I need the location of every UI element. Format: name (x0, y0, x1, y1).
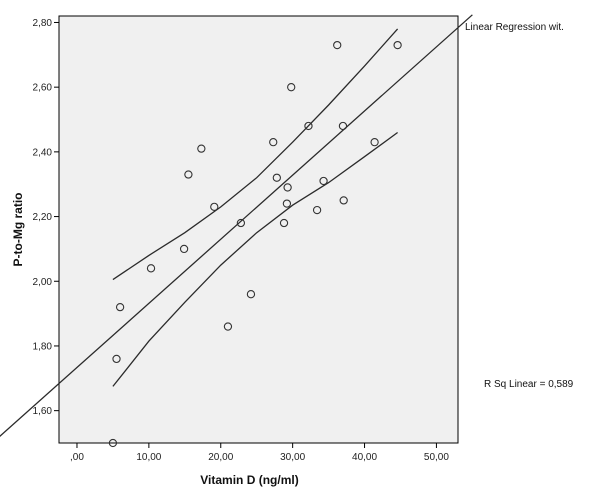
r-squared-label: R Sq Linear = 0,589 (484, 379, 574, 390)
ci-lower-line (112, 131, 398, 387)
x-axis-title: Vitamin D (ng/ml) (200, 473, 298, 487)
data-point (184, 170, 193, 179)
ci-upper-line (112, 28, 399, 281)
y-tick-label: 1,60 (33, 406, 53, 417)
data-point (283, 183, 292, 192)
regression-line (0, 14, 473, 437)
x-tick-label: 30,00 (280, 452, 305, 463)
x-tick-label: 10,00 (136, 452, 161, 463)
data-point (393, 40, 402, 50)
x-tick-label: ,00 (70, 452, 84, 463)
x-tick-label: 50,00 (424, 452, 449, 463)
data-point (287, 83, 296, 92)
y-axis-title: P-to-Mg ratio (11, 193, 25, 267)
data-point (282, 199, 292, 208)
regression-legend-label: Linear Regression wit. (465, 22, 564, 33)
data-point (269, 138, 278, 147)
data-point (312, 205, 322, 215)
y-tick-label: 2,20 (33, 212, 53, 223)
data-point (197, 144, 206, 153)
data-point (112, 354, 121, 364)
data-point (279, 218, 289, 228)
y-tick-label: 2,60 (33, 83, 53, 94)
data-point (333, 40, 342, 50)
data-point (223, 322, 233, 331)
x-tick-label: 20,00 (208, 452, 233, 463)
data-point (146, 264, 156, 273)
data-point (272, 173, 281, 182)
y-tick-label: 2,80 (33, 18, 53, 29)
regression-line-group (0, 14, 473, 437)
data-point (115, 302, 125, 312)
y-tick-label: 1,80 (33, 341, 53, 352)
data-point (108, 438, 118, 448)
data-points (108, 40, 402, 448)
data-point (246, 290, 256, 299)
data-point (210, 202, 219, 212)
data-point (319, 176, 328, 186)
data-point (179, 244, 189, 254)
data-point (370, 138, 379, 147)
data-point (304, 121, 313, 131)
x-tick-label: 40,00 (352, 452, 377, 463)
y-tick-label: 2,00 (33, 277, 53, 288)
x-axis-ticks: ,00 10,00 20,00 30,00 40,00 50,00 (70, 443, 449, 463)
data-point (338, 121, 348, 131)
data-point (236, 218, 246, 228)
y-axis-ticks: 1,60 1,80 2,00 2,20 2,40 2,60 2,80 (33, 18, 59, 417)
data-point (339, 196, 348, 205)
y-tick-label: 2,40 (33, 147, 53, 158)
confidence-interval-lines (112, 28, 399, 387)
